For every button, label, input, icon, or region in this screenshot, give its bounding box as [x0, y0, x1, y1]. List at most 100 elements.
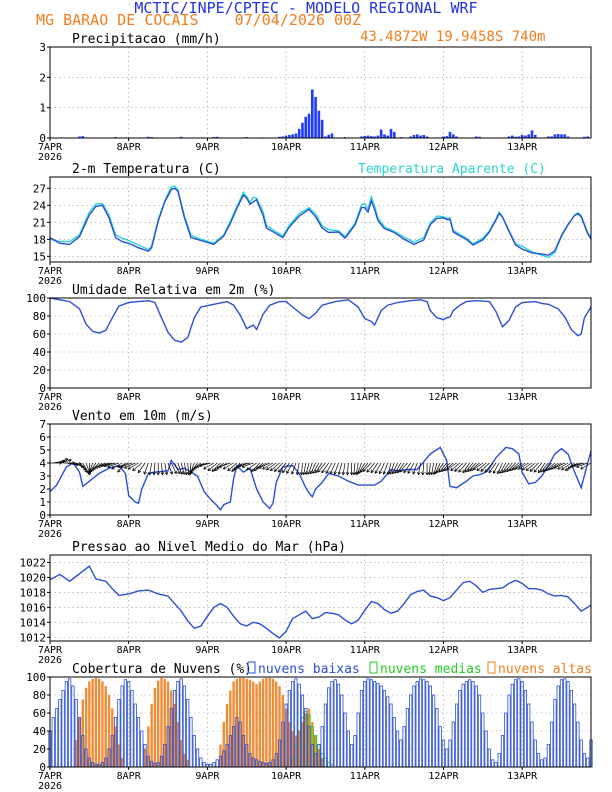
wind-arrow [545, 462, 556, 471]
cloud-low-bar [399, 739, 403, 768]
precip-bar [550, 136, 553, 138]
wind-arrow-head [138, 471, 142, 474]
cloud-low-bar [504, 712, 508, 768]
wind-arrow [107, 462, 119, 468]
precip-bar [533, 134, 537, 138]
wind-arrow-head [430, 471, 432, 475]
wind-arrow [334, 462, 339, 475]
wind-arrow-head [484, 469, 486, 473]
panel-5: 0 20 40 60 80 100 7APR 8APR 9APR 10APR 11APR 12APR 1… [26, 661, 593, 792]
wind-arrow-head [576, 464, 579, 468]
wind-arrow [117, 462, 129, 468]
cloud-high-bar [268, 677, 271, 767]
wind-arrow-head [359, 469, 362, 473]
wind-arrow [127, 462, 139, 470]
wind-arrow-head [227, 467, 230, 471]
cloud-high-bar [255, 684, 258, 767]
wind-arrow-head [117, 464, 120, 468]
precip-bar [451, 134, 455, 138]
wind-arrow-head [337, 471, 340, 475]
wind-arrow-head [295, 471, 298, 475]
cloud-high-bar [104, 686, 107, 767]
x-tick-label: 11APR [350, 645, 381, 656]
y-tick-label: 80 [33, 689, 46, 702]
cloud-low-bar [140, 730, 144, 768]
precip-bar [288, 134, 291, 138]
x-tick-label: 10APR [271, 645, 302, 656]
cloud-low-bar [123, 679, 128, 768]
wind-arrow-head [181, 472, 185, 475]
wind-arrow-head [476, 467, 479, 471]
wind-arrow [392, 462, 398, 475]
wind-arrow-head [307, 472, 311, 475]
cloud-high-bar [170, 690, 173, 767]
wind-arrow-head [191, 467, 194, 471]
wind-arrow [132, 462, 143, 471]
precip-bar [527, 134, 531, 138]
wind-arrow [69, 462, 82, 465]
x-tick-label: 11APR [350, 771, 381, 782]
wind-arrow-head [193, 466, 196, 470]
wind-arrow-head [144, 472, 147, 475]
wind-arrow [241, 462, 254, 468]
panel-2: 0 20 40 60 80 100 7APR 8APR 9APR 10APR 11APR 12APR 1… [26, 283, 592, 413]
cloud-low-bar [556, 685, 560, 768]
wind-arrow [488, 462, 497, 474]
cloud-low-bar [586, 757, 590, 768]
x-tick-label: 13APR [507, 519, 538, 530]
wind-arrow-head [509, 469, 513, 472]
cloud-low-bar [491, 759, 495, 768]
wind-arrow-head [504, 469, 506, 473]
wind-arrow-head [198, 465, 203, 468]
wind-arrow-head [97, 464, 100, 468]
wind-arrow [540, 462, 549, 473]
wind-arrow-head [286, 471, 290, 474]
wind-arrow [433, 462, 438, 475]
precip-bar [366, 135, 370, 138]
cloud-low-bar [569, 690, 573, 768]
cloud-low-bar [386, 696, 390, 768]
precip-bar [370, 136, 373, 138]
y-tick-label: 5 [39, 444, 46, 457]
precip-bar [556, 134, 560, 138]
wind-arrow-head [258, 465, 261, 469]
precip-bar [478, 136, 481, 138]
wind-arrow-head [211, 470, 215, 472]
precip-bar [215, 136, 219, 138]
wind-arrow [286, 462, 293, 474]
wind-arrow-head [166, 471, 169, 475]
wind-arrow-head [191, 469, 195, 472]
wind-arrow-head [274, 470, 278, 472]
cloud-low-bar [199, 757, 203, 768]
wind-arrow-head [59, 462, 63, 465]
y-tick-label: 1014 [20, 616, 47, 629]
x-tick-label: 9APR [195, 392, 220, 403]
wind-arrow-head [497, 471, 501, 475]
wind-arrow-head [345, 472, 348, 476]
x-tick-label: 9APR [195, 519, 220, 530]
legend-label: nuvens medias [380, 662, 482, 677]
wind-arrow [366, 462, 375, 473]
panel-1: 15 18 21 24 27 7APR 8APR 9APR 10APR 11APR 12APR 13A… [33, 162, 592, 287]
cloud-low-bar [353, 735, 357, 768]
wind-arrow [238, 462, 251, 467]
cloud-low-bar [461, 683, 465, 768]
x-tick-label: 11APR [350, 266, 381, 277]
x-tick-label: 12APR [428, 645, 459, 656]
wind-arrow [161, 462, 163, 475]
x-tick-label: 8APR [117, 519, 142, 530]
wind-arrow-head [186, 472, 190, 476]
wind-arrow-head [374, 471, 378, 474]
cloud-high-bar [219, 744, 222, 767]
cloud-low-bar [451, 721, 455, 768]
wind-arrow-head [107, 464, 110, 468]
cloud-low-bar [497, 753, 501, 768]
wind-arrow-head [565, 469, 569, 472]
precip-bar [281, 136, 285, 138]
wind-arrow [174, 462, 180, 475]
wind-arrow [389, 462, 395, 475]
wind-arrow [492, 462, 500, 474]
cloud-high-bar [186, 759, 189, 767]
wind-arrow-head [231, 468, 233, 472]
series-line-1 [49, 187, 592, 256]
